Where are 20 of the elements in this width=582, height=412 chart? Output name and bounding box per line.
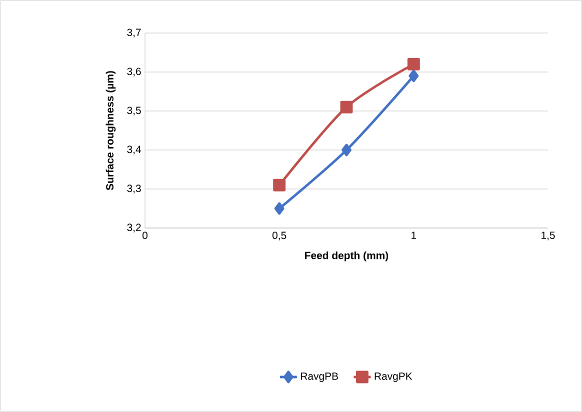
y-tick-label: 3,4 [127, 146, 141, 154]
legend-label: RavgPB [301, 372, 338, 382]
y-tick-label: 3,2 [127, 224, 141, 232]
x-tick-label: 0,5 [272, 232, 286, 240]
x-tick-label: 1,5 [542, 232, 555, 240]
x-tick-label: 0 [142, 232, 148, 240]
point [407, 58, 420, 70]
point [408, 70, 419, 82]
point [273, 178, 286, 192]
y-tick-label: 3,7 [127, 28, 141, 38]
y-tick-label: 3,6 [127, 68, 141, 76]
y-tick-label: 3,5 [127, 106, 141, 116]
y-tick-label: 3,3 [127, 184, 141, 194]
point [340, 100, 353, 114]
legend-label: RavgPK [374, 372, 412, 382]
point [274, 202, 284, 215]
x-tick-label: 1 [412, 232, 416, 239]
y-axis-title: Surface roughness (µm) [106, 71, 116, 190]
x-axis-title: Feed depth (mm) [305, 251, 388, 262]
point [342, 144, 352, 156]
